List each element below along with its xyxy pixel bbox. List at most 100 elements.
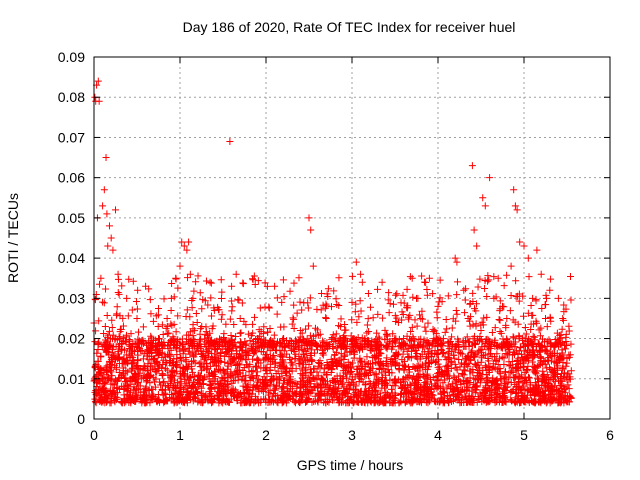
data-point xyxy=(453,340,461,348)
data-point xyxy=(182,312,190,320)
data-point xyxy=(332,295,340,303)
data-point xyxy=(411,352,419,360)
data-point xyxy=(227,390,235,398)
data-point xyxy=(530,384,538,392)
data-point xyxy=(248,342,256,350)
data-point xyxy=(433,373,441,381)
x-tick-label: 0 xyxy=(90,427,98,443)
data-point xyxy=(348,272,356,280)
data-point xyxy=(458,350,466,358)
data-point xyxy=(179,350,187,358)
data-point xyxy=(463,361,471,369)
data-point xyxy=(178,238,186,246)
data-point xyxy=(498,353,506,361)
data-point xyxy=(552,370,560,378)
data-point xyxy=(114,270,122,278)
data-point xyxy=(232,332,240,340)
data-point xyxy=(280,376,288,384)
data-point xyxy=(408,343,416,351)
data-point xyxy=(331,351,339,359)
data-point xyxy=(204,301,212,309)
data-point xyxy=(189,294,197,302)
data-point xyxy=(357,357,365,365)
data-point xyxy=(189,325,197,333)
data-point xyxy=(280,398,288,406)
data-point xyxy=(384,366,392,374)
data-point xyxy=(318,290,326,298)
data-point xyxy=(168,321,176,329)
data-point xyxy=(520,242,528,250)
data-point xyxy=(439,379,447,387)
data-point xyxy=(480,394,488,402)
data-point xyxy=(485,336,493,344)
data-point xyxy=(422,339,430,347)
data-point xyxy=(451,360,459,368)
data-point xyxy=(251,281,259,289)
data-point xyxy=(199,390,207,398)
data-point xyxy=(189,382,197,390)
data-point xyxy=(329,331,337,339)
data-point xyxy=(107,380,115,388)
data-point xyxy=(409,343,417,351)
data-point xyxy=(271,346,279,354)
y-axis-label: ROTI / TECUs xyxy=(5,193,21,283)
data-point xyxy=(244,397,252,405)
data-point xyxy=(473,242,481,250)
data-point xyxy=(539,367,547,375)
data-point xyxy=(209,322,217,330)
data-point xyxy=(108,323,116,331)
data-point xyxy=(338,361,346,369)
data-point xyxy=(461,356,469,364)
data-point xyxy=(262,376,270,384)
data-point xyxy=(391,334,399,342)
data-point xyxy=(375,333,383,341)
data-point xyxy=(159,361,167,369)
data-point xyxy=(466,300,474,308)
data-point xyxy=(400,366,408,374)
data-point xyxy=(506,307,514,315)
data-point xyxy=(201,335,209,343)
data-point xyxy=(265,341,273,349)
data-point xyxy=(515,377,523,385)
data-point xyxy=(271,282,279,290)
data-point xyxy=(170,341,178,349)
data-point xyxy=(532,295,540,303)
data-point xyxy=(546,364,554,372)
data-point xyxy=(180,346,188,354)
data-point xyxy=(450,354,458,362)
data-point xyxy=(271,386,279,394)
data-point xyxy=(471,332,479,340)
data-point xyxy=(444,372,452,380)
data-point xyxy=(302,325,310,333)
data-point xyxy=(562,337,570,345)
data-point xyxy=(135,339,143,347)
data-point xyxy=(176,262,184,270)
data-point xyxy=(523,391,531,399)
data-point xyxy=(527,301,535,309)
data-point xyxy=(439,388,447,396)
data-point xyxy=(470,226,478,234)
data-point xyxy=(565,385,573,393)
data-point xyxy=(91,338,99,346)
data-point xyxy=(434,336,442,344)
data-point xyxy=(193,318,201,326)
data-point xyxy=(561,391,569,399)
data-point xyxy=(289,314,297,322)
data-point xyxy=(426,397,434,405)
data-point xyxy=(484,378,492,386)
data-point xyxy=(302,347,310,355)
data-point xyxy=(550,343,558,351)
data-point xyxy=(290,324,298,332)
data-point xyxy=(228,336,236,344)
data-point xyxy=(486,398,494,406)
data-point xyxy=(295,274,303,282)
data-point xyxy=(154,323,162,331)
data-point xyxy=(563,342,571,350)
data-point xyxy=(464,362,472,370)
data-point xyxy=(543,343,551,351)
data-point xyxy=(136,365,144,373)
data-point xyxy=(141,385,149,393)
data-point xyxy=(567,296,575,304)
data-point xyxy=(558,365,566,373)
data-point xyxy=(238,299,246,307)
